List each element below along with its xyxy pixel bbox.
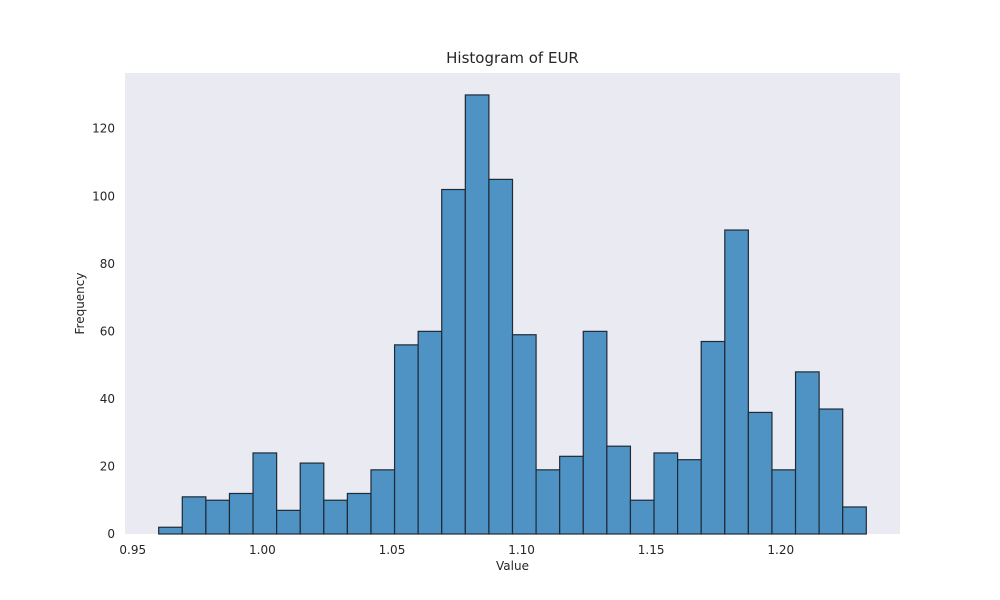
histogram-bar	[771, 469, 797, 535]
histogram-bar	[441, 188, 466, 535]
histogram-bar	[158, 526, 183, 535]
chart-title: Histogram of EUR	[446, 49, 579, 67]
histogram-bar	[629, 499, 655, 535]
histogram-bar	[582, 330, 608, 535]
histogram-bar	[700, 340, 726, 535]
x-axis-label: Value	[496, 559, 529, 573]
x-tick-label: 1.05	[379, 543, 406, 557]
histogram-bar	[724, 229, 749, 535]
histogram-bar	[677, 459, 702, 535]
bars-group	[158, 94, 867, 535]
y-tick-label: 100	[92, 189, 115, 203]
x-axis-ticks: 0.95 1.00 1.05 1.10 1.15 1.20	[119, 543, 794, 557]
x-tick-label: 1.15	[638, 543, 665, 557]
x-tick-label: 1.10	[508, 543, 535, 557]
y-tick-label: 60	[100, 324, 115, 338]
histogram-bar	[559, 455, 584, 535]
histogram-bar	[818, 408, 844, 535]
histogram-bar	[511, 334, 537, 535]
histogram-bar	[252, 452, 278, 535]
histogram-bar	[181, 496, 207, 535]
y-axis-label: Frequency	[73, 273, 87, 335]
histogram-bar	[299, 462, 325, 535]
histogram-bar	[323, 499, 348, 535]
histogram-bar	[205, 499, 231, 535]
histogram-bar	[653, 452, 679, 535]
histogram-bar	[393, 344, 419, 535]
x-tick-label: 1.00	[249, 543, 276, 557]
histogram-bar	[747, 411, 773, 535]
histogram-bar	[228, 492, 254, 535]
y-axis-ticks: 0 20 40 60 80 100 120	[92, 122, 115, 541]
histogram-bar	[346, 492, 372, 535]
y-tick-label: 80	[100, 257, 115, 271]
histogram-bar	[370, 469, 396, 535]
histogram-bar	[794, 371, 820, 535]
histogram-bar	[417, 330, 443, 535]
histogram-bar	[842, 506, 867, 535]
histogram-bar	[535, 469, 561, 535]
y-tick-label: 120	[92, 122, 115, 136]
y-tick-label: 0	[107, 527, 115, 541]
x-tick-label: 1.20	[767, 543, 794, 557]
histogram-bar	[488, 178, 514, 535]
x-tick-label: 0.95	[119, 543, 146, 557]
y-tick-label: 40	[100, 392, 115, 406]
histogram-bar	[464, 94, 490, 535]
y-tick-label: 20	[100, 459, 115, 473]
histogram-bar	[606, 445, 632, 535]
histogram-bar	[276, 509, 301, 535]
